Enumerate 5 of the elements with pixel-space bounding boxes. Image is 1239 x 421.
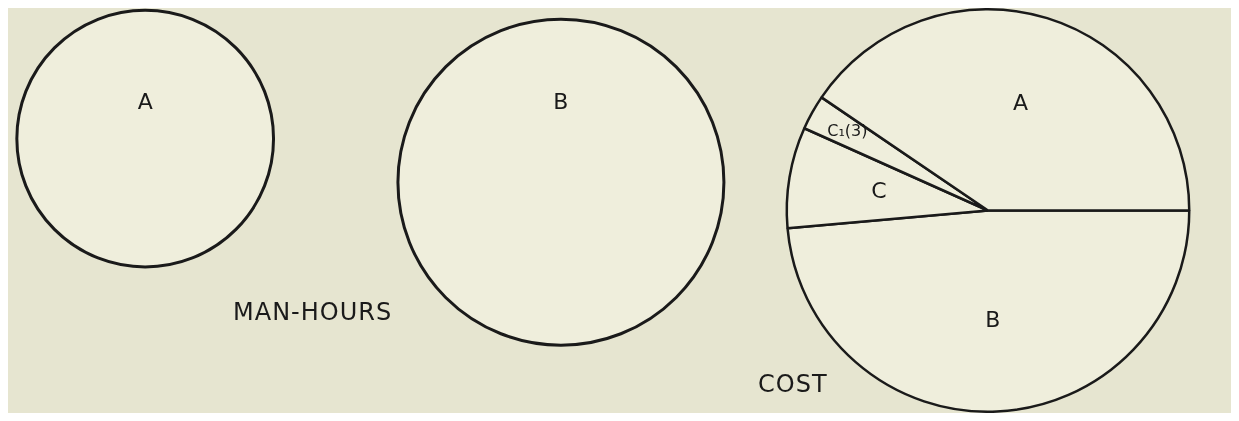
slice-label: B: [985, 306, 1001, 332]
text: COST: [758, 370, 828, 398]
slice-label: C: [871, 177, 887, 203]
slice-label: C₁(3): [827, 121, 868, 141]
text: MAN-HOURS: [233, 298, 393, 326]
